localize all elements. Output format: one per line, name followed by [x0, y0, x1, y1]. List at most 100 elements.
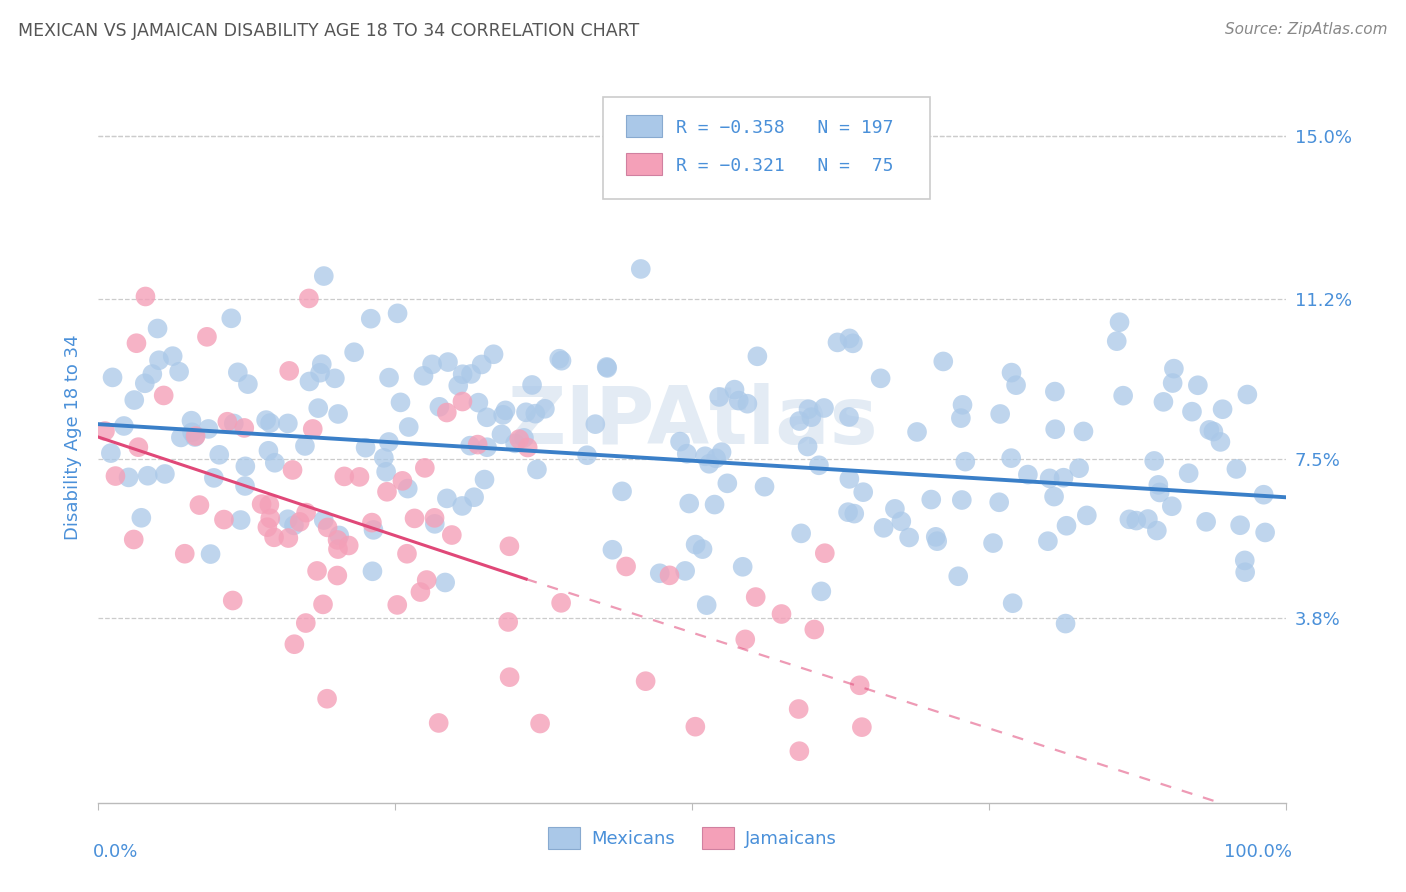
Point	[117, 470, 139, 484]
Point	[250, 497, 273, 511]
Point	[1001, 596, 1024, 610]
Point	[427, 715, 450, 730]
Point	[890, 514, 912, 528]
Point	[326, 568, 349, 582]
Point	[838, 331, 860, 345]
Point	[404, 511, 426, 525]
Point	[810, 584, 832, 599]
Point	[326, 407, 349, 421]
Point	[550, 353, 572, 368]
Point	[685, 538, 707, 552]
Point	[170, 430, 193, 444]
Point	[409, 585, 432, 599]
Point	[883, 501, 905, 516]
Point	[312, 513, 335, 527]
Point	[312, 268, 335, 283]
Point	[277, 531, 299, 545]
Point	[496, 615, 519, 629]
Point	[703, 498, 725, 512]
Point	[136, 468, 159, 483]
Point	[312, 598, 335, 612]
Point	[1056, 518, 1078, 533]
Point	[298, 375, 321, 389]
Point	[948, 569, 970, 583]
Point	[173, 547, 195, 561]
Point	[981, 536, 1004, 550]
Point	[596, 361, 619, 376]
Point	[498, 670, 520, 684]
Point	[1073, 425, 1095, 439]
Point	[1254, 525, 1277, 540]
Point	[256, 520, 278, 534]
Point	[492, 408, 515, 422]
Point	[363, 523, 385, 537]
Point	[420, 357, 443, 371]
Point	[696, 598, 718, 612]
Point	[807, 458, 830, 473]
Point	[526, 462, 548, 476]
Point	[803, 623, 825, 637]
Point	[328, 528, 350, 542]
Point	[1108, 315, 1130, 329]
Text: 0.0%: 0.0%	[93, 843, 138, 861]
Point	[697, 457, 720, 471]
Point	[515, 405, 537, 419]
Point	[838, 472, 860, 486]
Point	[101, 370, 124, 384]
Point	[1147, 478, 1170, 492]
Point	[872, 521, 894, 535]
Point	[467, 437, 489, 451]
Point	[233, 479, 256, 493]
Point	[278, 364, 301, 378]
Point	[789, 744, 811, 758]
Point	[100, 446, 122, 460]
Point	[1225, 462, 1247, 476]
Point	[361, 564, 384, 578]
Text: ZIPAtlas: ZIPAtlas	[508, 384, 877, 461]
Point	[257, 443, 280, 458]
Point	[1236, 387, 1258, 401]
Point	[208, 448, 231, 462]
Text: Source: ZipAtlas.com: Source: ZipAtlas.com	[1225, 22, 1388, 37]
Point	[534, 401, 557, 416]
Point	[437, 355, 460, 369]
Point	[360, 311, 382, 326]
Point	[474, 473, 496, 487]
Point	[1143, 454, 1166, 468]
Point	[283, 637, 305, 651]
Point	[550, 596, 572, 610]
Point	[259, 511, 281, 525]
Point	[1118, 512, 1140, 526]
Point	[263, 456, 285, 470]
Point	[790, 526, 813, 541]
Point	[349, 470, 371, 484]
Point	[851, 720, 873, 734]
Point	[451, 394, 474, 409]
Point	[375, 484, 398, 499]
Point	[634, 674, 657, 689]
Point	[387, 598, 409, 612]
Point	[413, 461, 436, 475]
Point	[1146, 524, 1168, 538]
Point	[361, 516, 384, 530]
Point	[122, 533, 145, 547]
Point	[295, 506, 318, 520]
Point	[436, 491, 458, 506]
Point	[704, 451, 727, 466]
Point	[1212, 402, 1234, 417]
Point	[837, 505, 859, 519]
Point	[731, 559, 754, 574]
Point	[925, 530, 948, 544]
Point	[333, 469, 356, 483]
Point	[181, 425, 204, 440]
Point	[596, 359, 619, 374]
Point	[576, 448, 599, 462]
Point	[1198, 423, 1220, 437]
Point	[1233, 553, 1256, 567]
Point	[1209, 434, 1232, 449]
Point	[398, 420, 420, 434]
Point	[898, 531, 921, 545]
Text: R = −0.321   N =  75: R = −0.321 N = 75	[676, 158, 893, 176]
Point	[727, 393, 749, 408]
Point	[1187, 378, 1209, 392]
